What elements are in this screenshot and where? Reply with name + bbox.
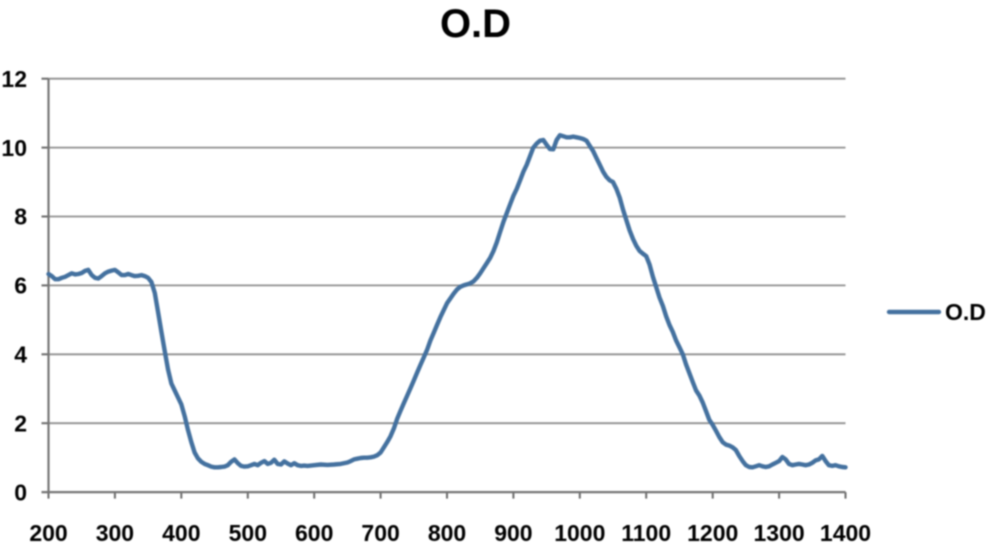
svg-text:1300: 1300 [754, 520, 805, 546]
svg-text:8: 8 [14, 204, 27, 230]
svg-text:6: 6 [14, 273, 27, 299]
svg-text:O.D: O.D [440, 2, 511, 46]
svg-text:200: 200 [29, 520, 67, 546]
svg-text:600: 600 [295, 520, 333, 546]
svg-text:500: 500 [229, 520, 267, 546]
svg-text:0: 0 [14, 479, 27, 505]
svg-text:1100: 1100 [621, 520, 671, 546]
svg-text:700: 700 [361, 520, 399, 546]
svg-text:O.D: O.D [945, 299, 986, 325]
svg-text:800: 800 [428, 520, 466, 546]
svg-text:1200: 1200 [687, 520, 738, 546]
svg-text:400: 400 [162, 520, 200, 546]
svg-text:4: 4 [14, 342, 27, 368]
svg-text:2: 2 [14, 410, 27, 436]
svg-text:1400: 1400 [820, 520, 871, 546]
svg-text:300: 300 [96, 520, 134, 546]
svg-text:1000: 1000 [554, 520, 605, 546]
svg-text:10: 10 [1, 135, 27, 161]
svg-text:900: 900 [494, 520, 532, 546]
svg-text:12: 12 [1, 66, 27, 92]
